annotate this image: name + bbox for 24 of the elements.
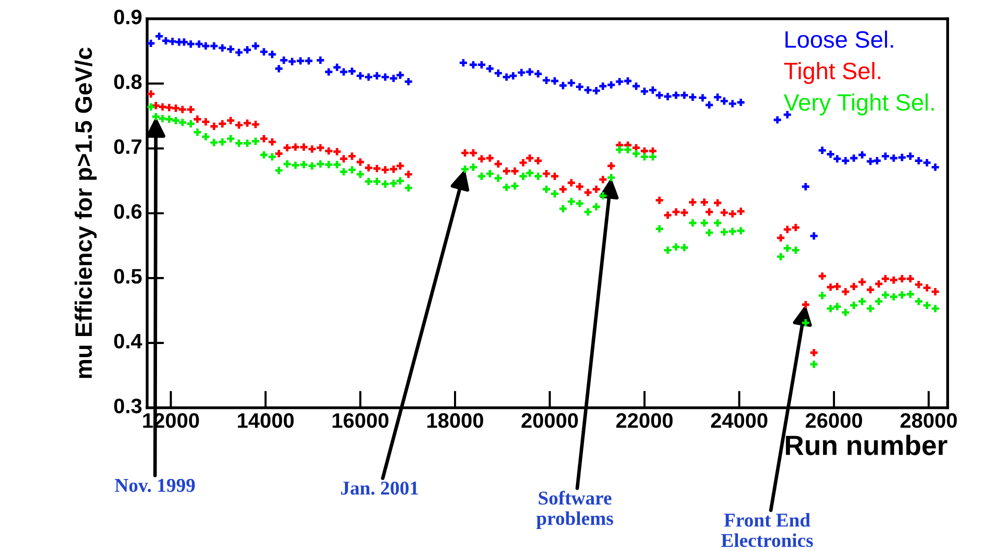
y-tick-label: 0.4 xyxy=(114,334,142,348)
y-tick-label: 0.8 xyxy=(114,74,142,90)
annotation: Jan. 2001 xyxy=(341,482,418,495)
x-tick-label: 24000 xyxy=(710,413,768,428)
x-axis-title: Run number xyxy=(786,434,948,456)
x-tick-label: 14000 xyxy=(238,413,294,428)
x-tick-label: 18000 xyxy=(427,413,484,428)
annotation: Front End Electronics xyxy=(721,513,813,548)
y-tick-label: 0.5 xyxy=(114,268,142,284)
y-tick-label: 0.9 xyxy=(114,10,142,24)
annotation: Nov. 1999 xyxy=(114,478,195,492)
text: Tight Sel. xyxy=(784,62,880,84)
x-tick-label: 26000 xyxy=(806,413,862,428)
y-tick-label: 0.7 xyxy=(114,139,142,154)
x-tick-label: 22000 xyxy=(616,413,673,428)
annotation: Software problems xyxy=(536,490,614,529)
text: Very Tight Sel. xyxy=(784,93,934,116)
y-tick-label: 0.6 xyxy=(114,204,142,219)
x-tick-label: 28000 xyxy=(900,413,957,428)
x-tick-label: 16000 xyxy=(332,413,388,428)
text: Loose Sel. xyxy=(786,30,894,48)
y-axis-title: mu Efficiency for p>1.5 GeV/c xyxy=(74,48,97,378)
x-tick-label: 20000 xyxy=(522,413,578,428)
y-tick-label: 0.3 xyxy=(114,398,142,414)
